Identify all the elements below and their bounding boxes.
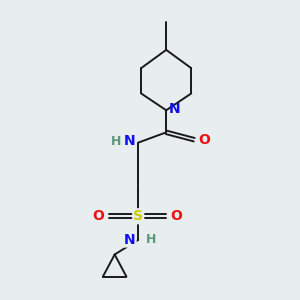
Text: O: O <box>199 133 211 147</box>
Text: N: N <box>124 233 136 247</box>
Text: N: N <box>124 134 135 148</box>
Text: O: O <box>171 209 182 223</box>
Text: S: S <box>133 209 143 223</box>
Text: H: H <box>111 135 121 148</box>
Text: H: H <box>146 233 156 246</box>
Text: N: N <box>169 102 180 116</box>
Text: O: O <box>92 209 104 223</box>
